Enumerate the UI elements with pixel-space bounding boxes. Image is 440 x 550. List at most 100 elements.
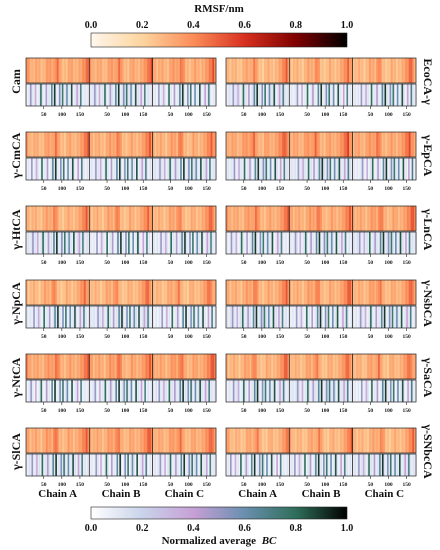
bc-cell — [378, 158, 381, 180]
bc-cell — [366, 232, 369, 254]
rmsf-cell — [345, 206, 348, 231]
bc-cell — [53, 84, 55, 106]
bc-cell — [340, 158, 342, 180]
bc-peak — [368, 232, 371, 254]
bc-cell — [131, 232, 133, 254]
bc-cell — [75, 158, 78, 180]
bc-cell — [354, 232, 357, 254]
bc-cell — [73, 454, 76, 476]
rmsf-cell — [276, 280, 279, 305]
bc-cell — [322, 232, 325, 254]
bc-cell — [98, 84, 100, 106]
rmsf-cell — [85, 428, 88, 453]
rmsf-cell — [74, 206, 77, 231]
bc-peak — [328, 380, 331, 402]
bc-peak — [382, 158, 385, 180]
rmsf-cell — [302, 354, 305, 379]
bc-peak — [94, 380, 96, 402]
bc-cell — [281, 158, 283, 180]
bc-peak — [80, 380, 82, 402]
bc-peak — [181, 232, 183, 254]
rmsf-cell — [269, 58, 272, 83]
rmsf-cell — [374, 132, 377, 157]
rmsf-cell — [376, 428, 379, 453]
rmsf-cell — [294, 280, 297, 305]
bc-cell — [151, 454, 153, 476]
bc-cell — [353, 84, 356, 106]
rmsf-cell — [340, 280, 343, 305]
bc-cell — [330, 380, 332, 402]
bc-cell — [26, 158, 28, 180]
rmsf-cell — [231, 354, 234, 379]
bc-peak — [109, 380, 112, 402]
bc-cell — [275, 84, 278, 106]
rmsf-cell — [254, 428, 258, 453]
rmsf-cell — [394, 132, 397, 157]
rmsf-cell — [120, 206, 123, 231]
rmsf-cell — [251, 280, 254, 305]
bc-cell — [246, 454, 248, 476]
rmsf-cell — [289, 58, 292, 83]
rmsf-cell — [44, 280, 47, 305]
bc-cell — [73, 380, 76, 402]
rmsf-cell — [370, 206, 373, 231]
bc-cell — [198, 84, 200, 106]
residue-tick-label: 150 — [339, 482, 348, 488]
bc-cell — [364, 380, 366, 402]
bc-cell — [196, 84, 198, 106]
bc-cell — [322, 84, 325, 106]
rmsf-cell — [302, 280, 305, 305]
rmsf-cell — [206, 280, 210, 305]
bc-peak — [387, 454, 389, 476]
bc-peak — [294, 454, 296, 476]
rmsf-cell — [408, 354, 411, 379]
bc-cell — [121, 380, 124, 402]
rmsf-cell — [302, 132, 305, 157]
bc-cell — [92, 454, 94, 476]
rmsf-cell — [262, 354, 265, 379]
bc-cell — [272, 158, 274, 180]
bc-cell — [391, 232, 394, 254]
bc-peak — [106, 232, 108, 254]
rmsf-cell — [231, 58, 234, 83]
bc-cell — [233, 306, 235, 328]
bc-cell — [195, 306, 197, 328]
bc-peak — [188, 158, 190, 180]
rmsf-cell — [226, 206, 229, 231]
bc-cell — [249, 232, 252, 254]
rmsf-cell — [212, 280, 215, 305]
bc-cell — [209, 306, 211, 328]
bc-cell — [413, 454, 415, 476]
bc-cell — [314, 454, 316, 476]
rmsf-cell — [256, 354, 259, 379]
rmsf-cell — [107, 280, 110, 305]
bc-cell — [367, 158, 370, 180]
bc-cell — [252, 84, 254, 106]
bc-cell — [373, 306, 375, 328]
rmsf-cell — [367, 280, 370, 305]
rmsf-cell — [58, 58, 61, 83]
rmsf-cell — [376, 58, 379, 83]
rmsf-cell — [179, 354, 182, 379]
residue-tick-label: 150 — [202, 334, 211, 340]
bc-cell — [303, 454, 305, 476]
rmsf-cell — [311, 354, 314, 379]
bc-cell — [357, 454, 359, 476]
bc-cell — [267, 84, 269, 106]
rmsf-cell — [285, 354, 288, 379]
bc-cell — [260, 158, 263, 180]
bc-cell — [398, 454, 400, 476]
bc-cell — [49, 306, 52, 328]
bc-cell — [186, 158, 188, 180]
rmsf-cell — [359, 132, 363, 157]
rmsf-cell — [29, 58, 32, 83]
bc-cell — [290, 84, 292, 106]
bc-cell — [212, 454, 214, 476]
rmsf-cell — [334, 428, 337, 453]
rmsf-cell — [238, 132, 241, 157]
rmsf-cell — [236, 132, 239, 157]
bc-cell — [176, 158, 178, 180]
bc-cell — [414, 84, 416, 106]
bc-cell — [298, 454, 300, 476]
